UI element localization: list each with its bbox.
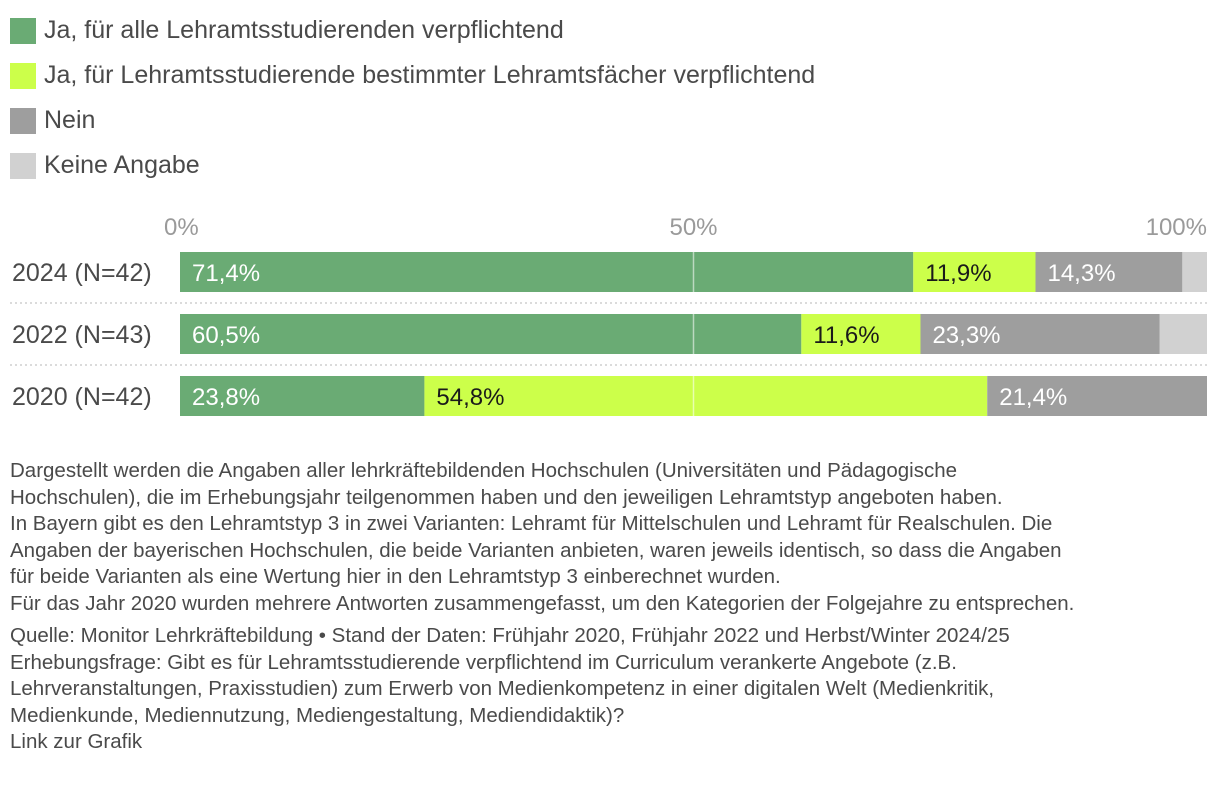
stacked-bar-chart: 0% 50% 100% 2024 (N=42) 71,4% 11,9% 14,3% 2022 … bbox=[10, 214, 1207, 416]
legend-swatch-keine-angabe bbox=[10, 152, 36, 179]
row-label: 2020 (N=42) bbox=[12, 383, 152, 411]
graphic-link[interactable]: Link zur Grafik bbox=[10, 730, 143, 753]
note-line: für beide Varianten als eine Wertung hie… bbox=[10, 565, 781, 588]
legend-item-bestimmte: Ja, für Lehramtsstudierende bestimmter L… bbox=[10, 53, 815, 98]
x-tick-label: 0% bbox=[164, 214, 199, 241]
note-line: Hochschulen), die im Erhebungsjahr teilg… bbox=[10, 485, 1003, 509]
x-tick-label: 100% bbox=[1146, 214, 1207, 241]
legend-label-bestimmte: Ja, für Lehramtsstudierende bestimmter L… bbox=[44, 61, 816, 89]
source-line: Quelle: Monitor Lehrkräftebildung • Stan… bbox=[10, 624, 1010, 647]
note-line: In Bayern gibt es den Lehramtstyp 3 in z… bbox=[10, 512, 1053, 535]
bar-segment bbox=[913, 252, 1036, 292]
data-label: 23,3% bbox=[932, 322, 1000, 349]
row-label: 2022 (N=43) bbox=[12, 321, 152, 349]
data-label: 11,9% bbox=[925, 260, 991, 287]
bar-segment bbox=[987, 376, 1207, 416]
legend-item-nein: Nein bbox=[10, 98, 815, 143]
legend-label-keine-angabe: Keine Angabe bbox=[44, 151, 200, 179]
survey-question-line: Erhebungsfrage: Gibt es für Lehramtsstud… bbox=[10, 650, 957, 674]
legend-swatch-nein bbox=[10, 107, 36, 134]
data-label: 11,6% bbox=[813, 322, 879, 349]
legend: Ja, für alle Lehramtsstudierenden verpfl… bbox=[10, 8, 815, 188]
survey-question-line: Medienkunde, Mediennutzung, Mediengestal… bbox=[10, 703, 625, 727]
data-label: 71,4% bbox=[192, 260, 260, 287]
data-label: 54,8% bbox=[436, 384, 504, 411]
note-line: Dargestellt werden die Angaben aller leh… bbox=[10, 459, 958, 482]
bar-segment bbox=[1159, 314, 1207, 354]
bar-segment bbox=[180, 376, 425, 416]
bar-segment bbox=[180, 252, 914, 292]
x-tick-label: 50% bbox=[669, 214, 717, 241]
data-label: 21,4% bbox=[999, 384, 1067, 411]
data-label: 23,8% bbox=[192, 384, 260, 411]
legend-label-nein: Nein bbox=[44, 106, 96, 134]
survey-question-line: Lehrveranstaltungen, Praxisstudien) zum … bbox=[10, 677, 995, 700]
legend-item-alle: Ja, für alle Lehramtsstudierenden verpfl… bbox=[10, 8, 815, 53]
bar-segment bbox=[1182, 252, 1207, 292]
legend-swatch-alle bbox=[10, 17, 36, 44]
note-line: Angaben der bayerischen Hochschulen, die… bbox=[10, 538, 1062, 562]
footnotes: Dargestellt werden die Angaben aller leh… bbox=[10, 458, 1215, 756]
bar-segment bbox=[920, 314, 1160, 354]
bar-segment bbox=[424, 376, 988, 416]
data-label: 14,3% bbox=[1047, 260, 1115, 287]
source-block: Quelle: Monitor Lehrkräftebildung • Stan… bbox=[10, 623, 1215, 756]
legend-swatch-bestimmte bbox=[10, 62, 36, 89]
data-label: 60,5% bbox=[192, 322, 260, 349]
bar-segment bbox=[1035, 252, 1183, 292]
note-line: Für das Jahr 2020 wurden mehrere Antwort… bbox=[10, 591, 1075, 615]
bar-segment bbox=[801, 314, 921, 354]
row-label: 2024 (N=42) bbox=[12, 259, 152, 287]
legend-label-alle: Ja, für alle Lehramtsstudierenden verpfl… bbox=[44, 16, 564, 44]
legend-item-keine-angabe: Keine Angabe bbox=[10, 143, 815, 188]
bar-segment bbox=[180, 314, 802, 354]
